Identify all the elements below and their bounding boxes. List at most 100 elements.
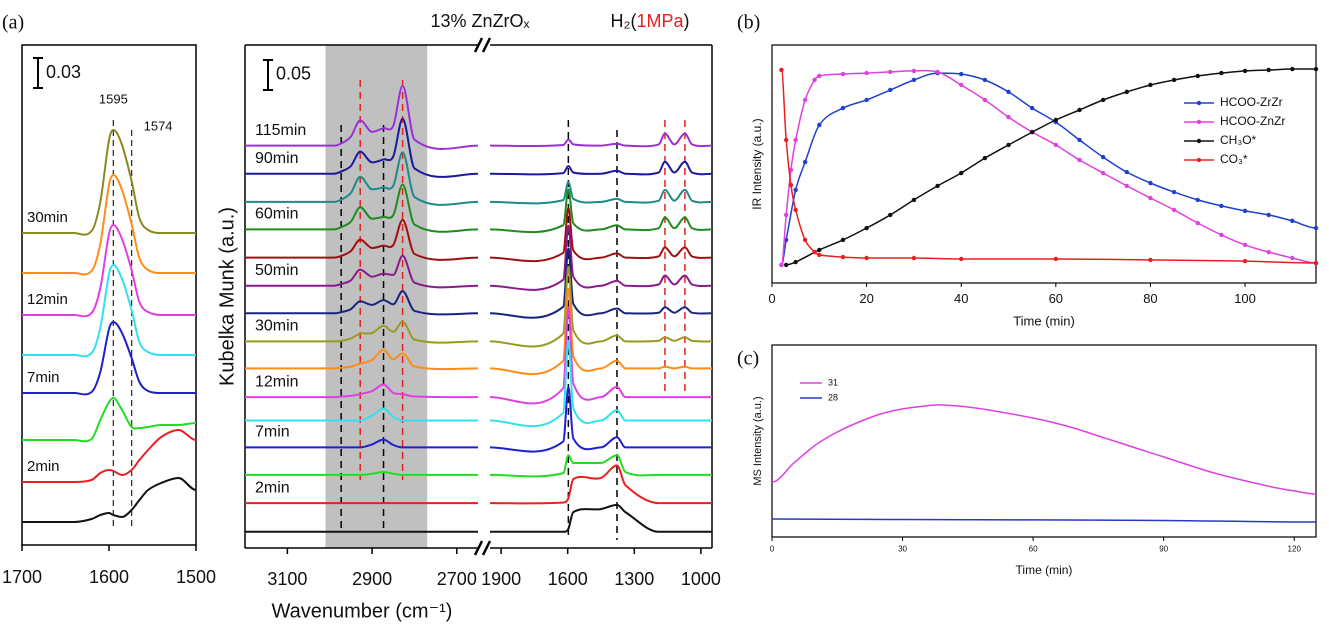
- point: [888, 87, 893, 93]
- x-tick-label: 60: [1029, 545, 1038, 554]
- axis-break: [473, 540, 492, 556]
- spectrum: [22, 428, 197, 483]
- point: [783, 212, 789, 218]
- legend-label: 28: [828, 392, 838, 402]
- point: [840, 254, 846, 260]
- spectrum: [489, 181, 713, 205]
- x-tick-label: 1600: [548, 569, 588, 589]
- series-label: 12min: [27, 291, 68, 308]
- x-axis-label: Wavenumber (cm⁻¹): [272, 600, 453, 622]
- point: [1171, 189, 1177, 195]
- series-line: [780, 69, 1317, 264]
- x-tick-label: 1000: [681, 569, 721, 589]
- point: [783, 137, 789, 143]
- plot-frame: [771, 344, 1317, 538]
- scale-bar: [263, 59, 273, 91]
- series-label: 30min: [27, 209, 68, 226]
- point: [1290, 66, 1295, 72]
- spectrum: [22, 396, 197, 443]
- point: [793, 259, 798, 265]
- point: [812, 249, 817, 255]
- point: [1313, 260, 1319, 266]
- y-axis-label: Kubelka Munk (a.u.): [216, 207, 238, 386]
- point: [1029, 129, 1035, 135]
- point: [788, 182, 794, 188]
- legend-marker: [1196, 138, 1202, 144]
- x-tick-label: 120: [1288, 545, 1302, 554]
- series-label: 90min: [255, 150, 299, 167]
- condition-part: H₂(: [610, 11, 636, 31]
- point: [982, 77, 988, 83]
- panel-label: (a): [2, 12, 24, 34]
- point: [1148, 82, 1153, 88]
- point: [1053, 117, 1059, 123]
- legend-marker: [1196, 157, 1202, 163]
- point: [959, 71, 964, 77]
- point: [911, 68, 917, 74]
- spectrum: [245, 254, 479, 289]
- point: [864, 225, 869, 231]
- point: [1053, 256, 1059, 262]
- point: [1219, 203, 1224, 209]
- point: [1124, 89, 1129, 95]
- x-tick-label: 1600: [89, 567, 129, 587]
- point: [888, 69, 893, 75]
- legend-label: 31: [828, 377, 838, 387]
- point: [1219, 232, 1224, 238]
- panel-label: (c): [737, 348, 759, 370]
- spectrum: [245, 151, 479, 206]
- point: [1266, 249, 1271, 255]
- point: [935, 69, 940, 75]
- point: [1029, 105, 1035, 111]
- point: [1290, 255, 1295, 261]
- spectrum: [245, 470, 478, 476]
- x-tick-label: 20: [859, 291, 873, 306]
- point: [1148, 180, 1153, 186]
- x-tick-label: 60: [1049, 291, 1063, 306]
- point: [1100, 97, 1106, 103]
- chart-title: 13% ZnZrOₓ: [431, 11, 530, 31]
- spectrum: [245, 320, 479, 344]
- x-tick-label: 1500: [176, 567, 216, 587]
- x-tick-label: 0: [770, 545, 775, 554]
- spectrum: [245, 183, 479, 233]
- point: [911, 77, 917, 83]
- point: [911, 197, 917, 203]
- point: [1077, 157, 1082, 163]
- x-tick-label: 1300: [614, 569, 654, 589]
- point: [1124, 169, 1129, 175]
- spectrum: [489, 464, 712, 505]
- point: [793, 137, 798, 143]
- shaded-region: [325, 45, 428, 548]
- point: [1171, 207, 1177, 213]
- x-axis-label: Time (min): [1013, 313, 1075, 328]
- spectrum: [489, 339, 712, 428]
- spectrum: [245, 218, 479, 261]
- point: [1124, 183, 1129, 189]
- point: [864, 97, 869, 103]
- legend-label: CO₃*: [1220, 152, 1248, 166]
- spectrum: [22, 223, 196, 318]
- point: [802, 237, 808, 243]
- series-line: [771, 518, 1317, 523]
- point: [982, 97, 988, 103]
- point: [779, 67, 784, 73]
- series-label: 60min: [255, 206, 299, 223]
- x-tick-label: 1900: [481, 569, 521, 589]
- spectrum: [489, 265, 713, 348]
- series-label: 2min: [27, 458, 60, 475]
- x-tick-label: 0: [768, 291, 775, 306]
- point: [959, 82, 964, 88]
- point: [1219, 70, 1224, 76]
- x-tick-label: 3100: [267, 569, 307, 589]
- x-tick-label: 80: [1143, 291, 1157, 306]
- series-label: 7min: [255, 424, 290, 441]
- point: [864, 70, 869, 76]
- legend-marker: [1196, 119, 1202, 125]
- spectrum: [489, 224, 713, 291]
- point: [1171, 77, 1177, 83]
- spectrum: [22, 320, 196, 396]
- point: [1006, 142, 1011, 148]
- point: [1313, 66, 1319, 72]
- x-tick-label: 30: [898, 545, 907, 554]
